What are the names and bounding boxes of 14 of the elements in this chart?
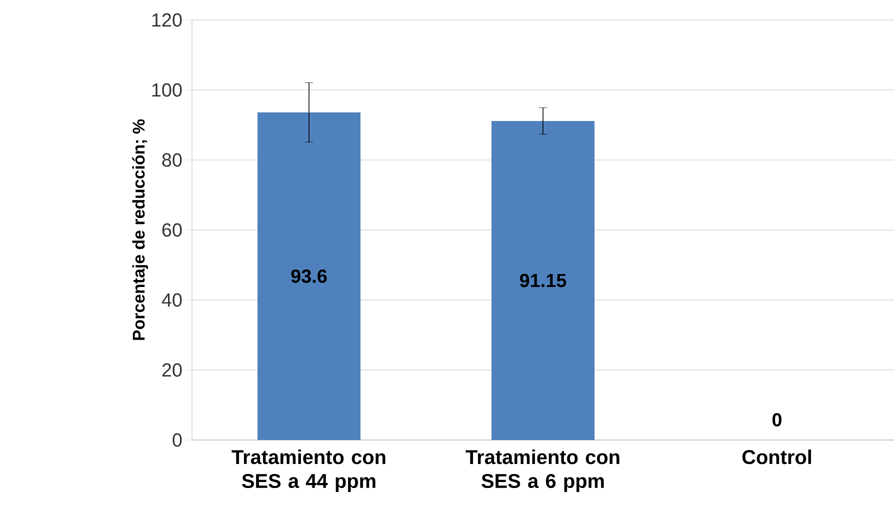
x-tick-label: Control (742, 450, 812, 464)
y-tick-label: 80 (162, 153, 182, 167)
y-tick-label: 60 (162, 223, 182, 237)
x-tick-label: Tratamiento con SES a 6 ppm (466, 450, 620, 492)
y-tick-label: 40 (162, 293, 182, 307)
data-label: 93.6 (291, 269, 327, 283)
y-tick-label: 0 (172, 433, 182, 447)
x-tick-label: Tratamiento con SES a 44 ppm (232, 450, 386, 492)
y-tick-label: 20 (162, 363, 182, 377)
data-label: 0 (772, 413, 782, 426)
y-axis-title: Porcentaje de reducción; % (132, 119, 148, 340)
y-tick-label: 100 (152, 83, 182, 97)
data-label: 91.15 (520, 274, 566, 288)
y-tick-label: 120 (152, 13, 182, 27)
